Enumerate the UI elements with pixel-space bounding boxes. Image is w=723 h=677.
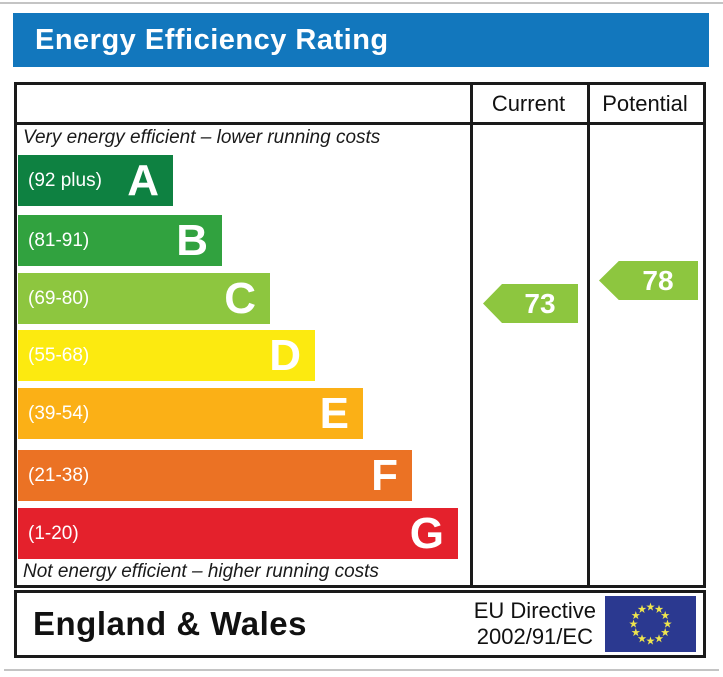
band-letter: D [269,331,301,380]
band-range-label: (39-54) [28,402,90,424]
eu-flag-icon [605,596,696,652]
band-range-label: (69-80) [28,287,90,309]
band-range-label: (1-20) [28,522,79,544]
page-bottom-divider [4,669,719,671]
band-row-b: (81-91) B [18,215,222,266]
current-column-header: Current [491,91,566,116]
band-range-label: (55-68) [28,344,90,366]
current-column-divider [470,85,473,585]
potential-column-header: Potential [602,91,688,116]
band-letter: B [176,216,208,265]
potential-column-divider [587,85,590,585]
chart-title-bar: Energy Efficiency Rating [13,13,709,67]
band-letter: A [127,156,159,205]
eu-directive-label: EU Directive 2002/91/EC [474,598,596,650]
bottom-efficiency-note: Not energy efficient – higher running co… [23,561,379,582]
region-label: England & Wales [33,605,307,642]
band-letter: C [224,274,256,323]
band-row-c: (69-80) C [18,273,270,324]
rating-table: Current Potential Very energy efficient … [14,82,706,588]
band-range-label: (81-91) [28,229,90,251]
band-range-label: (92 plus) [28,169,102,191]
potential-rating-value: 78 [642,264,674,296]
current-rating-arrow: 73 [483,284,578,323]
band-row-a: (92 plus) A [18,155,173,206]
band-letter: G [409,509,444,558]
footer-bar: England & Wales EU Directive 2002/91/EC [14,590,706,658]
top-efficiency-note: Very energy efficient – lower running co… [23,127,381,148]
eu-directive-line2: 2002/91/EC [476,624,593,649]
band-letter: F [371,451,398,500]
header-underline [17,122,703,125]
band-row-e: (39-54) E [18,388,363,439]
current-rating-value: 73 [524,287,556,319]
chart-title: Energy Efficiency Rating [35,23,389,56]
band-range-label: (21-38) [28,464,90,486]
band-row-d: (55-68) D [18,330,315,381]
page-top-divider [0,2,723,4]
potential-rating-arrow: 78 [599,261,698,300]
band-row-f: (21-38) F [18,450,412,501]
eu-directive-line1: EU Directive [473,598,596,623]
band-row-g: (1-20) G [18,508,458,559]
band-letter: E [319,389,349,438]
